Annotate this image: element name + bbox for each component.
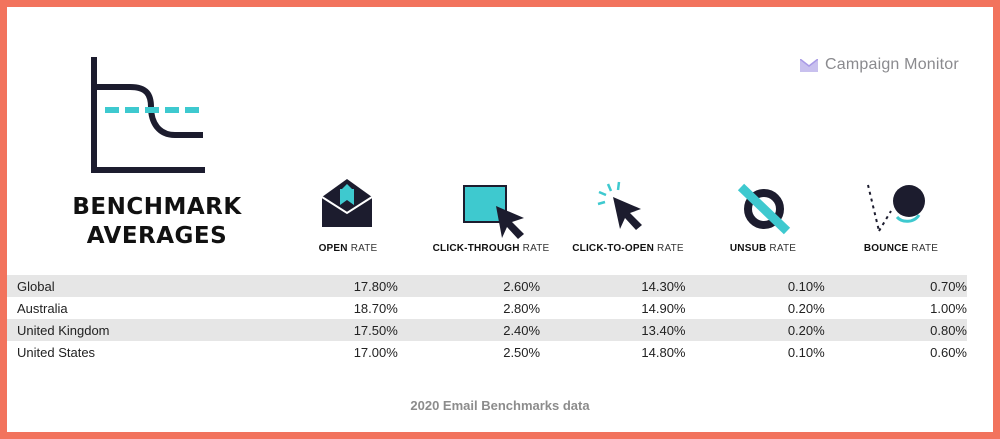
country-cell: United States [17,344,96,360]
unsubscribe-icon [737,183,791,235]
bounce-rate-cell: 1.00% [930,300,967,316]
open-rate-cell: 17.80% [326,275,398,297]
click-through-rate-cell: 2.80% [503,300,541,316]
page-title: BENCHMARK AVERAGES [57,193,257,251]
open-rate-cell: 17.50% [326,319,398,341]
click-through-rate-cell: 2.60% [397,275,541,297]
footer-caption: 2020 Email Benchmarks data [410,398,590,413]
open-rate-cell: 17.00% [353,344,398,360]
column-header-suffix: RATE [769,243,797,254]
click-to-open-rate-cell: 14.30% [540,275,686,297]
cursor-square-icon [463,185,524,239]
column-header-main: CLICK-TO-OPEN [572,243,655,254]
benchmark-table: Global 17.80% 2.60% 14.30% 0.10% 0.70% A… [7,275,967,363]
click-cursor-icon [597,181,642,230]
unsub-rate-cell: 0.10% [685,275,825,297]
country-cell: Global [7,275,327,297]
table-row: United States 17.00% 2.50% 14.80% 0.10% … [7,341,967,363]
column-header-main: BOUNCE [863,243,909,254]
table-row: Australia 18.70% 2.80% 14.90% 0.20% 1.00… [7,297,967,319]
column-header-suffix: RATE [911,243,939,254]
benchmark-card: BENCHMARK AVERAGES Campaign Monitor [7,7,993,432]
bounce-rate-cell: 0.60% [930,344,967,360]
country-cell: Australia [17,300,68,316]
unsub-rate-cell: 0.20% [685,319,825,341]
country-cell: United Kingdom [7,319,327,341]
click-to-open-rate-cell: 14.80% [641,344,686,360]
click-through-rate-cell: 2.50% [503,344,541,360]
click-to-open-rate-cell: 14.90% [641,300,686,316]
column-header-main: UNSUB [729,243,767,254]
column-header-click-through-rate: CLICK-THROUGH RATE [433,243,550,254]
column-header-suffix: RATE [350,243,378,254]
column-header-unsub-rate: UNSUB RATE [730,243,796,254]
click-to-open-rate-cell: 13.40% [540,319,686,341]
column-header-bounce-rate: BOUNCE RATE [864,243,938,254]
column-header-open-rate: OPEN RATE [319,243,378,254]
brand-name: Campaign Monitor [825,56,959,73]
unsub-rate-cell: 0.20% [787,300,825,316]
bounce-rate-cell: 0.80% [824,319,967,341]
title-line-1: BENCHMARK [72,194,242,220]
table-row: Global 17.80% 2.60% 14.30% 0.10% 0.70% [7,275,967,297]
title-line-2: AVERAGES [86,223,228,249]
envelope-mark-icon [800,58,818,72]
bounce-rate-cell: 0.70% [824,275,967,297]
column-header-click-to-open-rate: CLICK-TO-OPEN RATE [572,243,684,254]
unsub-rate-cell: 0.10% [787,344,825,360]
open-rate-cell: 18.70% [353,300,398,316]
brand-logo: Campaign Monitor [800,56,959,74]
column-header-main: OPEN [318,243,348,254]
column-header-main: CLICK-THROUGH [432,243,520,254]
envelope-icon [321,179,373,227]
click-through-rate-cell: 2.40% [397,319,541,341]
chart-logo-icon [91,57,205,173]
bounce-ball-icon [867,184,925,232]
table-row: United Kingdom 17.50% 2.40% 13.40% 0.20%… [7,319,967,341]
column-header-suffix: RATE [657,243,684,254]
column-header-suffix: RATE [522,243,550,254]
